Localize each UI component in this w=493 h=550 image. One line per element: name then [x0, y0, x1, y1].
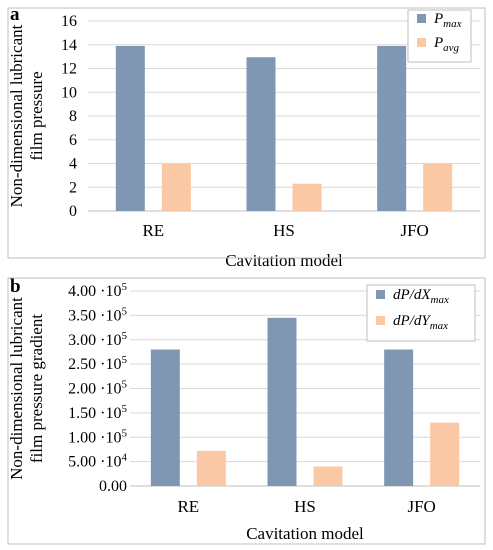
legend-swatch — [417, 14, 426, 23]
panel-label: b — [10, 276, 21, 297]
bar-b-re-series2 — [196, 450, 226, 486]
y-tick-label: 10 — [61, 84, 77, 101]
y-tick-label: 2.00 ·105 — [68, 379, 127, 398]
panel-label: a — [10, 4, 20, 25]
bar-a-hs-series1 — [246, 57, 276, 211]
x-tick-label: RE — [142, 221, 164, 240]
x-tick-label: HS — [294, 497, 316, 516]
chart-panel-a: a 0 2 4 6 8 10 12 14 16 RE HS JFO Cavitation model Non… — [7, 4, 486, 270]
legend-swatch — [376, 316, 385, 325]
legend: Pmax Pavg — [407, 9, 472, 63]
bar-a-hs-series2 — [292, 183, 322, 211]
y-tick-label: 4.00 ·105 — [68, 281, 127, 300]
x-tick-label: JFO — [400, 221, 428, 240]
y-axis-title: film pressure gradient — [27, 314, 46, 463]
y-tick-label: 14 — [61, 37, 77, 54]
bar-b-jfo-series1 — [384, 349, 414, 486]
y-tick-label: 12 — [61, 61, 77, 78]
y-tick-label: 1.50 ·105 — [68, 403, 127, 422]
x-tick-label: HS — [273, 221, 295, 240]
y-tick-label: 0 — [69, 203, 77, 220]
legend-entry: Pmax — [433, 11, 462, 30]
bar-a-jfo-series2 — [423, 163, 453, 211]
legend-swatch — [417, 38, 426, 47]
bar-a-re-series2 — [161, 163, 191, 211]
y-tick-label: 6 — [69, 132, 77, 149]
y-tick-label: 0.00 — [99, 478, 127, 495]
y-tick-label: 2.50 ·105 — [68, 354, 127, 373]
legend-entry: dP/dYmax — [393, 313, 448, 332]
legend: dP/dXmax dP/dYmax — [366, 284, 476, 342]
y-tick-label: 16 — [61, 13, 77, 30]
y-axis-title: film pressure — [27, 71, 46, 160]
bar-b-jfo-series2 — [430, 422, 460, 486]
y-tick-label: 3.00 ·105 — [68, 330, 127, 349]
legend-entry: dP/dXmax — [393, 287, 449, 306]
panel-frame — [7, 7, 486, 259]
bar-a-jfo-series1 — [377, 45, 407, 211]
x-axis-title: Cavitation model — [225, 251, 343, 270]
y-tick-label: 8 — [69, 108, 77, 125]
x-tick-label: RE — [177, 497, 199, 516]
y-tick-label: 4 — [69, 156, 77, 173]
panel-frame — [7, 277, 486, 545]
y-tick-label: 2 — [69, 179, 77, 196]
y-tick-label: 5.00 ·104 — [68, 452, 127, 471]
legend-entry: Pavg — [433, 35, 460, 54]
x-axis-title: Cavitation model — [246, 524, 364, 543]
bar-b-hs-series2 — [313, 466, 343, 486]
chart-panel-b: b 0.00 5.00 ·104 1.00 ·105 1.50 ·105 2.00 ·10… — [7, 276, 486, 545]
bar-b-hs-series1 — [267, 317, 297, 486]
bar-b-re-series1 — [150, 349, 180, 486]
y-tick-label: 1.00 ·105 — [68, 427, 127, 446]
y-axis-title: Non-dimensional lubricant — [7, 297, 26, 480]
bar-a-re-series1 — [115, 45, 145, 211]
y-axis-title: Non-dimensional lubricant — [7, 24, 26, 207]
y-tick-label: 3.50 ·105 — [68, 305, 127, 324]
legend-swatch — [376, 290, 385, 299]
x-tick-label: JFO — [407, 497, 435, 516]
